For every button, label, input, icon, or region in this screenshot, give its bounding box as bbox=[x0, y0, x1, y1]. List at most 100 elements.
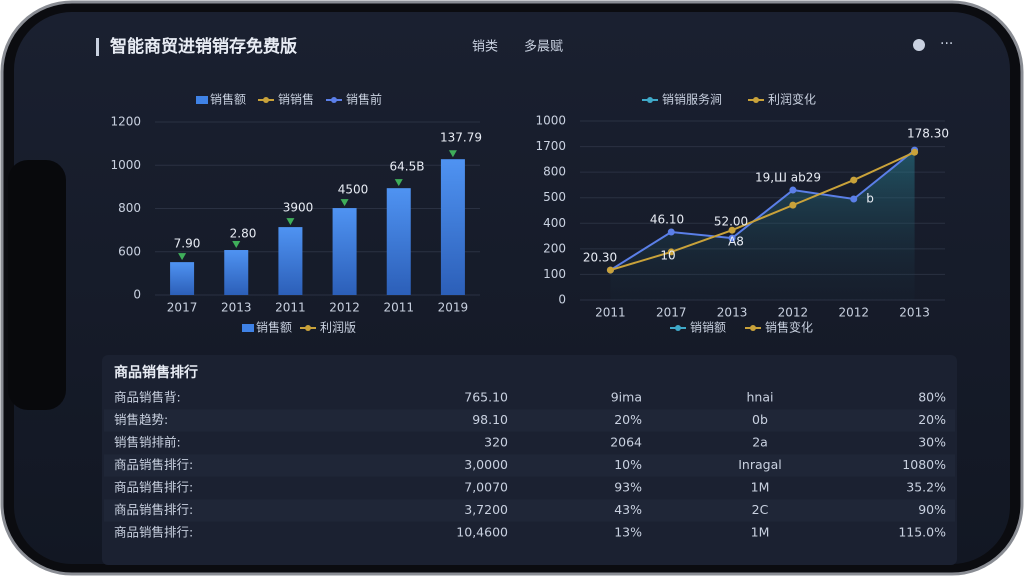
table-cell: 80% bbox=[918, 390, 946, 405]
legend-dot bbox=[675, 325, 681, 331]
bar-cap bbox=[286, 218, 295, 226]
legend-dot bbox=[331, 97, 337, 103]
annotation: 178.30 bbox=[907, 127, 949, 141]
help-icon[interactable] bbox=[913, 39, 925, 51]
point bbox=[789, 186, 797, 194]
annotation: 7.90 bbox=[174, 237, 201, 251]
x-tick-label: 2013 bbox=[899, 306, 930, 320]
table-cell: 1M bbox=[751, 480, 770, 495]
table-cell: 2C bbox=[752, 502, 769, 517]
more-icon[interactable]: ··· bbox=[940, 36, 953, 52]
table-row-bg bbox=[104, 499, 955, 522]
x-tick-label: 2017 bbox=[656, 306, 687, 320]
table-cell: 2a bbox=[752, 435, 768, 450]
legend-label: 销售额 bbox=[210, 92, 246, 107]
bar bbox=[224, 250, 249, 295]
table-cell: 商品销售背: bbox=[114, 390, 181, 405]
y-tick-label: 200 bbox=[543, 241, 566, 255]
table-cell: 35.2% bbox=[906, 480, 946, 495]
table-row-bg bbox=[104, 409, 955, 432]
point bbox=[606, 266, 614, 274]
y-tick-label: 1700 bbox=[535, 139, 566, 153]
table-cell: 销售销排前: bbox=[114, 435, 181, 450]
table-cell: Inragal bbox=[738, 457, 781, 472]
line bbox=[609, 149, 916, 271]
table-cell: 1M bbox=[751, 525, 770, 540]
y-tick-label: 600 bbox=[118, 244, 141, 258]
x-tick-label: 2012 bbox=[329, 301, 360, 315]
bar bbox=[170, 262, 195, 295]
y-tick-label: 1200 bbox=[110, 115, 141, 129]
line bbox=[610, 151, 915, 272]
x-tick-label: 2013 bbox=[717, 306, 748, 320]
x-tick-label: 2011 bbox=[383, 301, 414, 315]
table-cell: 10% bbox=[614, 457, 642, 472]
annotation: 3900 bbox=[283, 201, 314, 215]
bar-cap bbox=[394, 179, 403, 187]
annotation: A8 bbox=[728, 235, 744, 249]
table-cell: 90% bbox=[918, 502, 946, 517]
table-cell: 商品销售排行: bbox=[114, 480, 193, 495]
point bbox=[850, 176, 858, 184]
bar-cap bbox=[448, 150, 457, 158]
legend-swatch bbox=[196, 96, 208, 104]
legend-dot bbox=[263, 97, 269, 103]
legend-label: 销售前 bbox=[346, 92, 382, 107]
table-cell: 320 bbox=[484, 435, 508, 450]
table-cell: 98.10 bbox=[472, 412, 508, 427]
bar bbox=[440, 159, 465, 295]
table-cell: 商品销售排行: bbox=[114, 502, 193, 517]
table-cell: hnai bbox=[747, 390, 774, 405]
annotation: 64.5B bbox=[390, 160, 425, 174]
table-title: 商品销售排行 bbox=[114, 364, 198, 381]
point bbox=[911, 148, 919, 156]
y-tick-label: 800 bbox=[543, 165, 566, 179]
legend-label: 销销服务涧 bbox=[662, 92, 722, 107]
x-tick-label: 2019 bbox=[438, 301, 469, 315]
y-tick-label: 1000 bbox=[535, 114, 566, 128]
bar bbox=[332, 208, 357, 295]
tab[interactable]: 多晨赋 bbox=[524, 39, 563, 55]
table-cell: 商品销售排行: bbox=[114, 457, 193, 472]
legend-dot bbox=[753, 97, 759, 103]
legend-label: 销售变化 bbox=[765, 320, 813, 335]
table-cell: 9ima bbox=[611, 390, 642, 405]
tab[interactable]: 销类 bbox=[472, 40, 498, 55]
table-cell: 10,4600 bbox=[456, 525, 508, 540]
point bbox=[728, 226, 736, 234]
point bbox=[789, 201, 797, 209]
legend-swatch bbox=[242, 324, 254, 332]
table-cell: 7,0070 bbox=[464, 480, 508, 495]
table-cell: 商品销售排行: bbox=[114, 525, 193, 540]
y-tick-label: 0 bbox=[133, 288, 141, 302]
table-cell: 43% bbox=[614, 502, 642, 517]
table-cell: 30% bbox=[918, 435, 946, 450]
x-tick-label: 2012 bbox=[838, 306, 869, 320]
table-cell: 1080% bbox=[902, 457, 946, 472]
x-tick-label: 2011 bbox=[275, 301, 306, 315]
table-cell: 13% bbox=[614, 525, 642, 540]
y-tick-label: 800 bbox=[118, 201, 141, 215]
table-cell: 20% bbox=[918, 412, 946, 427]
point bbox=[667, 248, 675, 256]
y-tick-label: 1000 bbox=[110, 158, 141, 172]
table-cell: 3,7200 bbox=[464, 502, 508, 517]
table-cell: 115.0% bbox=[898, 525, 946, 540]
title-bar-mark bbox=[96, 38, 99, 56]
annotation: b bbox=[866, 192, 874, 206]
legend-dot bbox=[305, 325, 311, 331]
y-tick-label: 100 bbox=[543, 267, 566, 281]
bar-cap bbox=[340, 199, 349, 207]
x-tick-label: 2011 bbox=[595, 306, 626, 320]
legend-dot bbox=[647, 97, 653, 103]
app-title: 智能商贸进销销存免费版 bbox=[110, 36, 297, 57]
y-tick-label: 500 bbox=[543, 190, 566, 204]
y-tick-label: 400 bbox=[543, 216, 566, 230]
legend-label: 销销额 bbox=[690, 321, 726, 335]
point bbox=[667, 228, 675, 236]
legend-label: 利润变化 bbox=[768, 92, 816, 107]
table-cell: 3,0000 bbox=[464, 457, 508, 472]
legend-label: 销售额 bbox=[256, 320, 292, 335]
legend-label: 销销售 bbox=[278, 92, 314, 107]
